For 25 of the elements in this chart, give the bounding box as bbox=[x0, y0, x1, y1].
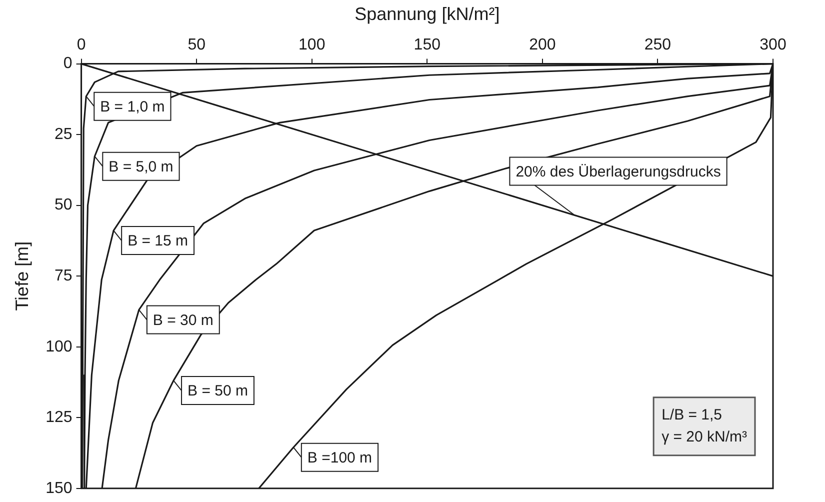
annotation: 20% des Überlagerungsdrucks bbox=[516, 163, 721, 180]
x-tick-label: 200 bbox=[529, 36, 556, 54]
y-tick-label: 25 bbox=[54, 126, 72, 143]
x-tick-label: 0 bbox=[76, 36, 86, 54]
annotation: γ = 20 kN/m³ bbox=[662, 428, 748, 446]
y-tick-label: 0 bbox=[63, 55, 72, 72]
y-tick-label: 100 bbox=[46, 338, 72, 356]
x-axis-title: Spannung [kN/m²] bbox=[354, 4, 500, 24]
y-tick-label: 75 bbox=[54, 268, 72, 285]
x-tick-label: 50 bbox=[188, 36, 206, 54]
annotation: B = 5,0 m bbox=[108, 158, 174, 176]
x-tick-label: 250 bbox=[644, 36, 672, 54]
annotation: B = 30 m bbox=[152, 312, 214, 329]
annotation: B = 15 m bbox=[128, 232, 188, 250]
y-tick-label: 150 bbox=[46, 480, 72, 497]
y-tick-label: 50 bbox=[54, 196, 72, 214]
annotation: B = 1,0 m bbox=[100, 98, 165, 116]
x-tick-label: 100 bbox=[298, 36, 326, 54]
y-axis-title: Tiefe [m] bbox=[12, 241, 32, 311]
x-tick-label: 300 bbox=[760, 36, 786, 54]
annotation: B = 50 m bbox=[188, 382, 248, 400]
annotation: L/B = 1,5 bbox=[662, 406, 722, 424]
annotation: B =100 m bbox=[307, 449, 372, 466]
x-tick-label: 150 bbox=[414, 36, 441, 54]
y-tick-label: 125 bbox=[46, 409, 72, 426]
